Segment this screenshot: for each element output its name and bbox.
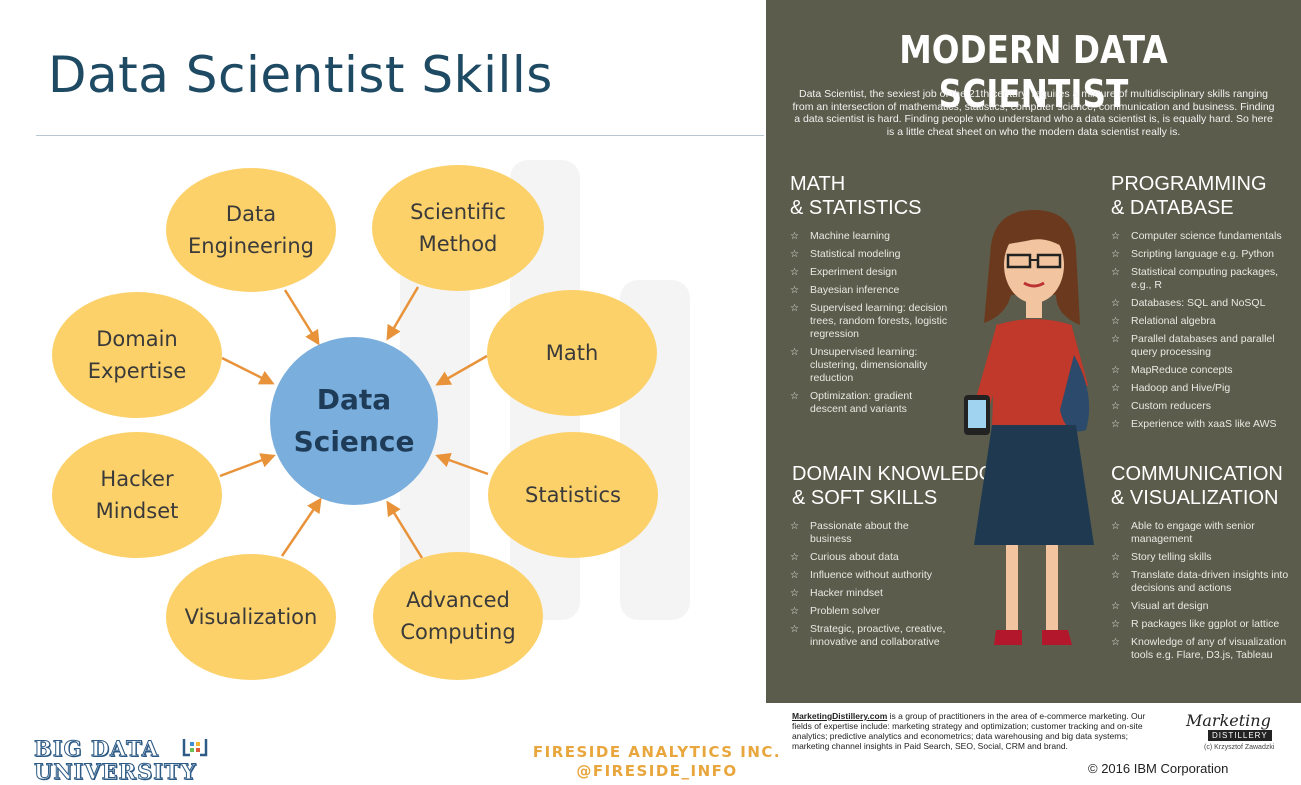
title-divider <box>36 135 764 136</box>
infographic-intro: Data Scientist, the sexiest job of the 2… <box>792 88 1275 138</box>
bdu-bracket-icon <box>182 739 208 757</box>
node-data-science: Data Science <box>270 337 438 505</box>
skills-diagram: Data Engineering Scientific Method Domain E… <box>52 165 658 680</box>
star-outline-icon: ☆ <box>1111 267 1120 278</box>
list-item: ☆ Hacker mindset <box>790 587 883 599</box>
star-outline-icon: ☆ <box>1111 401 1120 412</box>
list-item: ☆ Translate data-driven insights into dec… <box>1111 569 1289 594</box>
star-outline-icon: ☆ <box>790 249 799 260</box>
slide-title: Data Scientist Skills <box>48 46 553 104</box>
star-outline-icon: ☆ <box>790 303 799 314</box>
node-visualization: Visualization <box>166 554 336 680</box>
footer-site-link[interactable]: MarketingDistillery.com <box>792 711 888 721</box>
star-outline-icon: ☆ <box>1111 637 1120 648</box>
list-item: ☆ Relational algebra <box>1111 315 1216 327</box>
list-item: ☆ Optimization: gradient descent and vari… <box>790 390 913 415</box>
list-item: ☆ Experiment design <box>790 266 897 278</box>
star-outline-icon: ☆ <box>1111 365 1120 376</box>
star-outline-icon: ☆ <box>790 570 799 581</box>
list-item: ☆ Statistical modeling <box>790 248 901 260</box>
list-item: ☆ Scripting language e.g. Python <box>1111 248 1275 260</box>
list-item: ☆ Supervised learning: decision trees, ra… <box>790 302 948 340</box>
star-outline-icon: ☆ <box>1111 552 1120 563</box>
list-item: ☆ Custom reducers <box>1111 400 1211 412</box>
list-communication-visualization: ☆ Able to engage with senior management ☆… <box>1111 520 1291 667</box>
node-scientific-method: Scientific Method <box>372 165 544 291</box>
list-item: ☆ Machine learning <box>790 230 890 242</box>
star-outline-icon: ☆ <box>1111 231 1120 242</box>
star-outline-icon: ☆ <box>790 588 799 599</box>
arrow-visualization <box>280 497 322 557</box>
arrow-math <box>435 354 488 386</box>
star-outline-icon: ☆ <box>1111 570 1120 581</box>
star-outline-icon: ☆ <box>1111 601 1120 612</box>
star-outline-icon: ☆ <box>790 391 799 402</box>
star-outline-icon: ☆ <box>790 521 799 532</box>
star-outline-icon: ☆ <box>1111 619 1120 630</box>
list-item: ☆ Visual art design <box>1111 600 1209 612</box>
list-item: ☆ Strategic, proactive, creative, innovat… <box>790 623 946 648</box>
marketing-distillery-logo: Marketing DISTILLERY (c) Krzysztof Zawad… <box>1186 711 1275 751</box>
star-outline-icon: ☆ <box>1111 298 1120 309</box>
heading-domain-knowledge: DOMAIN KNOWLEDGE & SOFT SKILLS <box>792 463 1008 509</box>
star-outline-icon: ☆ <box>1111 419 1120 430</box>
list-item: ☆ Curious about data <box>790 551 899 563</box>
copyright-text: © 2016 IBM Corporation <box>1088 761 1229 776</box>
node-domain-expertise: Domain Expertise <box>52 292 222 418</box>
node-hacker-mindset: Hacker Mindset <box>52 432 222 558</box>
star-outline-icon: ☆ <box>790 606 799 617</box>
arrow-statistics <box>435 453 489 476</box>
node-math: Math <box>487 290 657 416</box>
arrow-domain-expertise <box>221 356 275 385</box>
list-item: ☆ Story telling skills <box>1111 551 1212 563</box>
list-item: ☆ R packages like ggplot or lattice <box>1111 618 1280 630</box>
star-outline-icon: ☆ <box>1111 249 1120 260</box>
list-item: ☆ Databases: SQL and NoSQL <box>1111 297 1266 309</box>
star-outline-icon: ☆ <box>790 267 799 278</box>
heading-math-statistics: MATH & STATISTICS <box>790 173 922 219</box>
list-item: ☆ Influence without authority <box>790 569 932 581</box>
arrow-data-engineering <box>283 289 320 346</box>
data-scientist-illustration <box>964 210 1094 645</box>
arrow-hacker-mindset <box>219 453 276 478</box>
list-domain-knowledge: ☆ Passionate about the business ☆ Curious … <box>790 520 950 654</box>
node-advanced-computing: Advanced Computing <box>373 552 543 680</box>
fireside-analytics-credit: FIRESIDE ANALYTICS INC. @FIRESIDE_INFO <box>532 743 782 780</box>
node-statistics: Statistics <box>488 432 658 558</box>
list-item: ☆ Able to engage with senior management <box>1111 520 1255 545</box>
node-data-engineering: Data Engineering <box>166 168 336 292</box>
list-item: ☆ Knowledge of any of visualization tools… <box>1111 636 1287 661</box>
list-item: ☆ Unsupervised learning: clustering, dime… <box>790 346 928 384</box>
list-programming-database: ☆ Computer science fundamentals ☆ Scriptin… <box>1111 230 1291 436</box>
arrow-scientific-method <box>386 286 420 341</box>
diagram-arrows <box>219 286 489 559</box>
star-outline-icon: ☆ <box>1111 521 1120 532</box>
heading-programming-database: PROGRAMMING & DATABASE <box>1111 173 1267 219</box>
heading-communication-visualization: COMMUNICATION & VISUALIZATION <box>1111 463 1283 509</box>
list-item: ☆ Bayesian inference <box>790 284 900 296</box>
infographic-footer: MarketingDistillery.com is a group of pr… <box>766 703 1301 785</box>
list-item: ☆ Problem solver <box>790 605 881 617</box>
footer-description: MarketingDistillery.com is a group of pr… <box>792 711 1146 751</box>
infographic-title: MODERN DATA SCIENTIST <box>899 28 1168 116</box>
star-outline-icon: ☆ <box>790 231 799 242</box>
star-outline-icon: ☆ <box>1111 316 1120 327</box>
star-outline-icon: ☆ <box>790 285 799 296</box>
list-item: ☆ Parallel databases and parallel query p… <box>1111 333 1275 358</box>
star-outline-icon: ☆ <box>790 347 799 358</box>
star-outline-icon: ☆ <box>790 552 799 563</box>
modern-data-scientist-infographic: MODERN DATA SCIENTIST Data Scientist, th… <box>766 0 1301 703</box>
list-item: ☆ Computer science fundamentals <box>1111 230 1282 242</box>
star-outline-icon: ☆ <box>790 624 799 635</box>
list-item: ☆ Hadoop and Hive/Pig <box>1111 382 1231 394</box>
list-item: ☆ Statistical computing packages, e.g., R <box>1111 266 1279 291</box>
big-data-university-logo: BIG DATA UNIVERSITY <box>34 737 208 784</box>
list-item: ☆ Experience with xaaS like AWS <box>1111 418 1277 430</box>
star-outline-icon: ☆ <box>1111 334 1120 345</box>
list-item: ☆ MapReduce concepts <box>1111 364 1233 376</box>
list-item: ☆ Passionate about the business <box>790 520 909 545</box>
list-math-statistics: ☆ Machine learning ☆ Statistical modeling … <box>790 230 950 421</box>
star-outline-icon: ☆ <box>1111 383 1120 394</box>
arrow-advanced-computing <box>386 500 424 559</box>
